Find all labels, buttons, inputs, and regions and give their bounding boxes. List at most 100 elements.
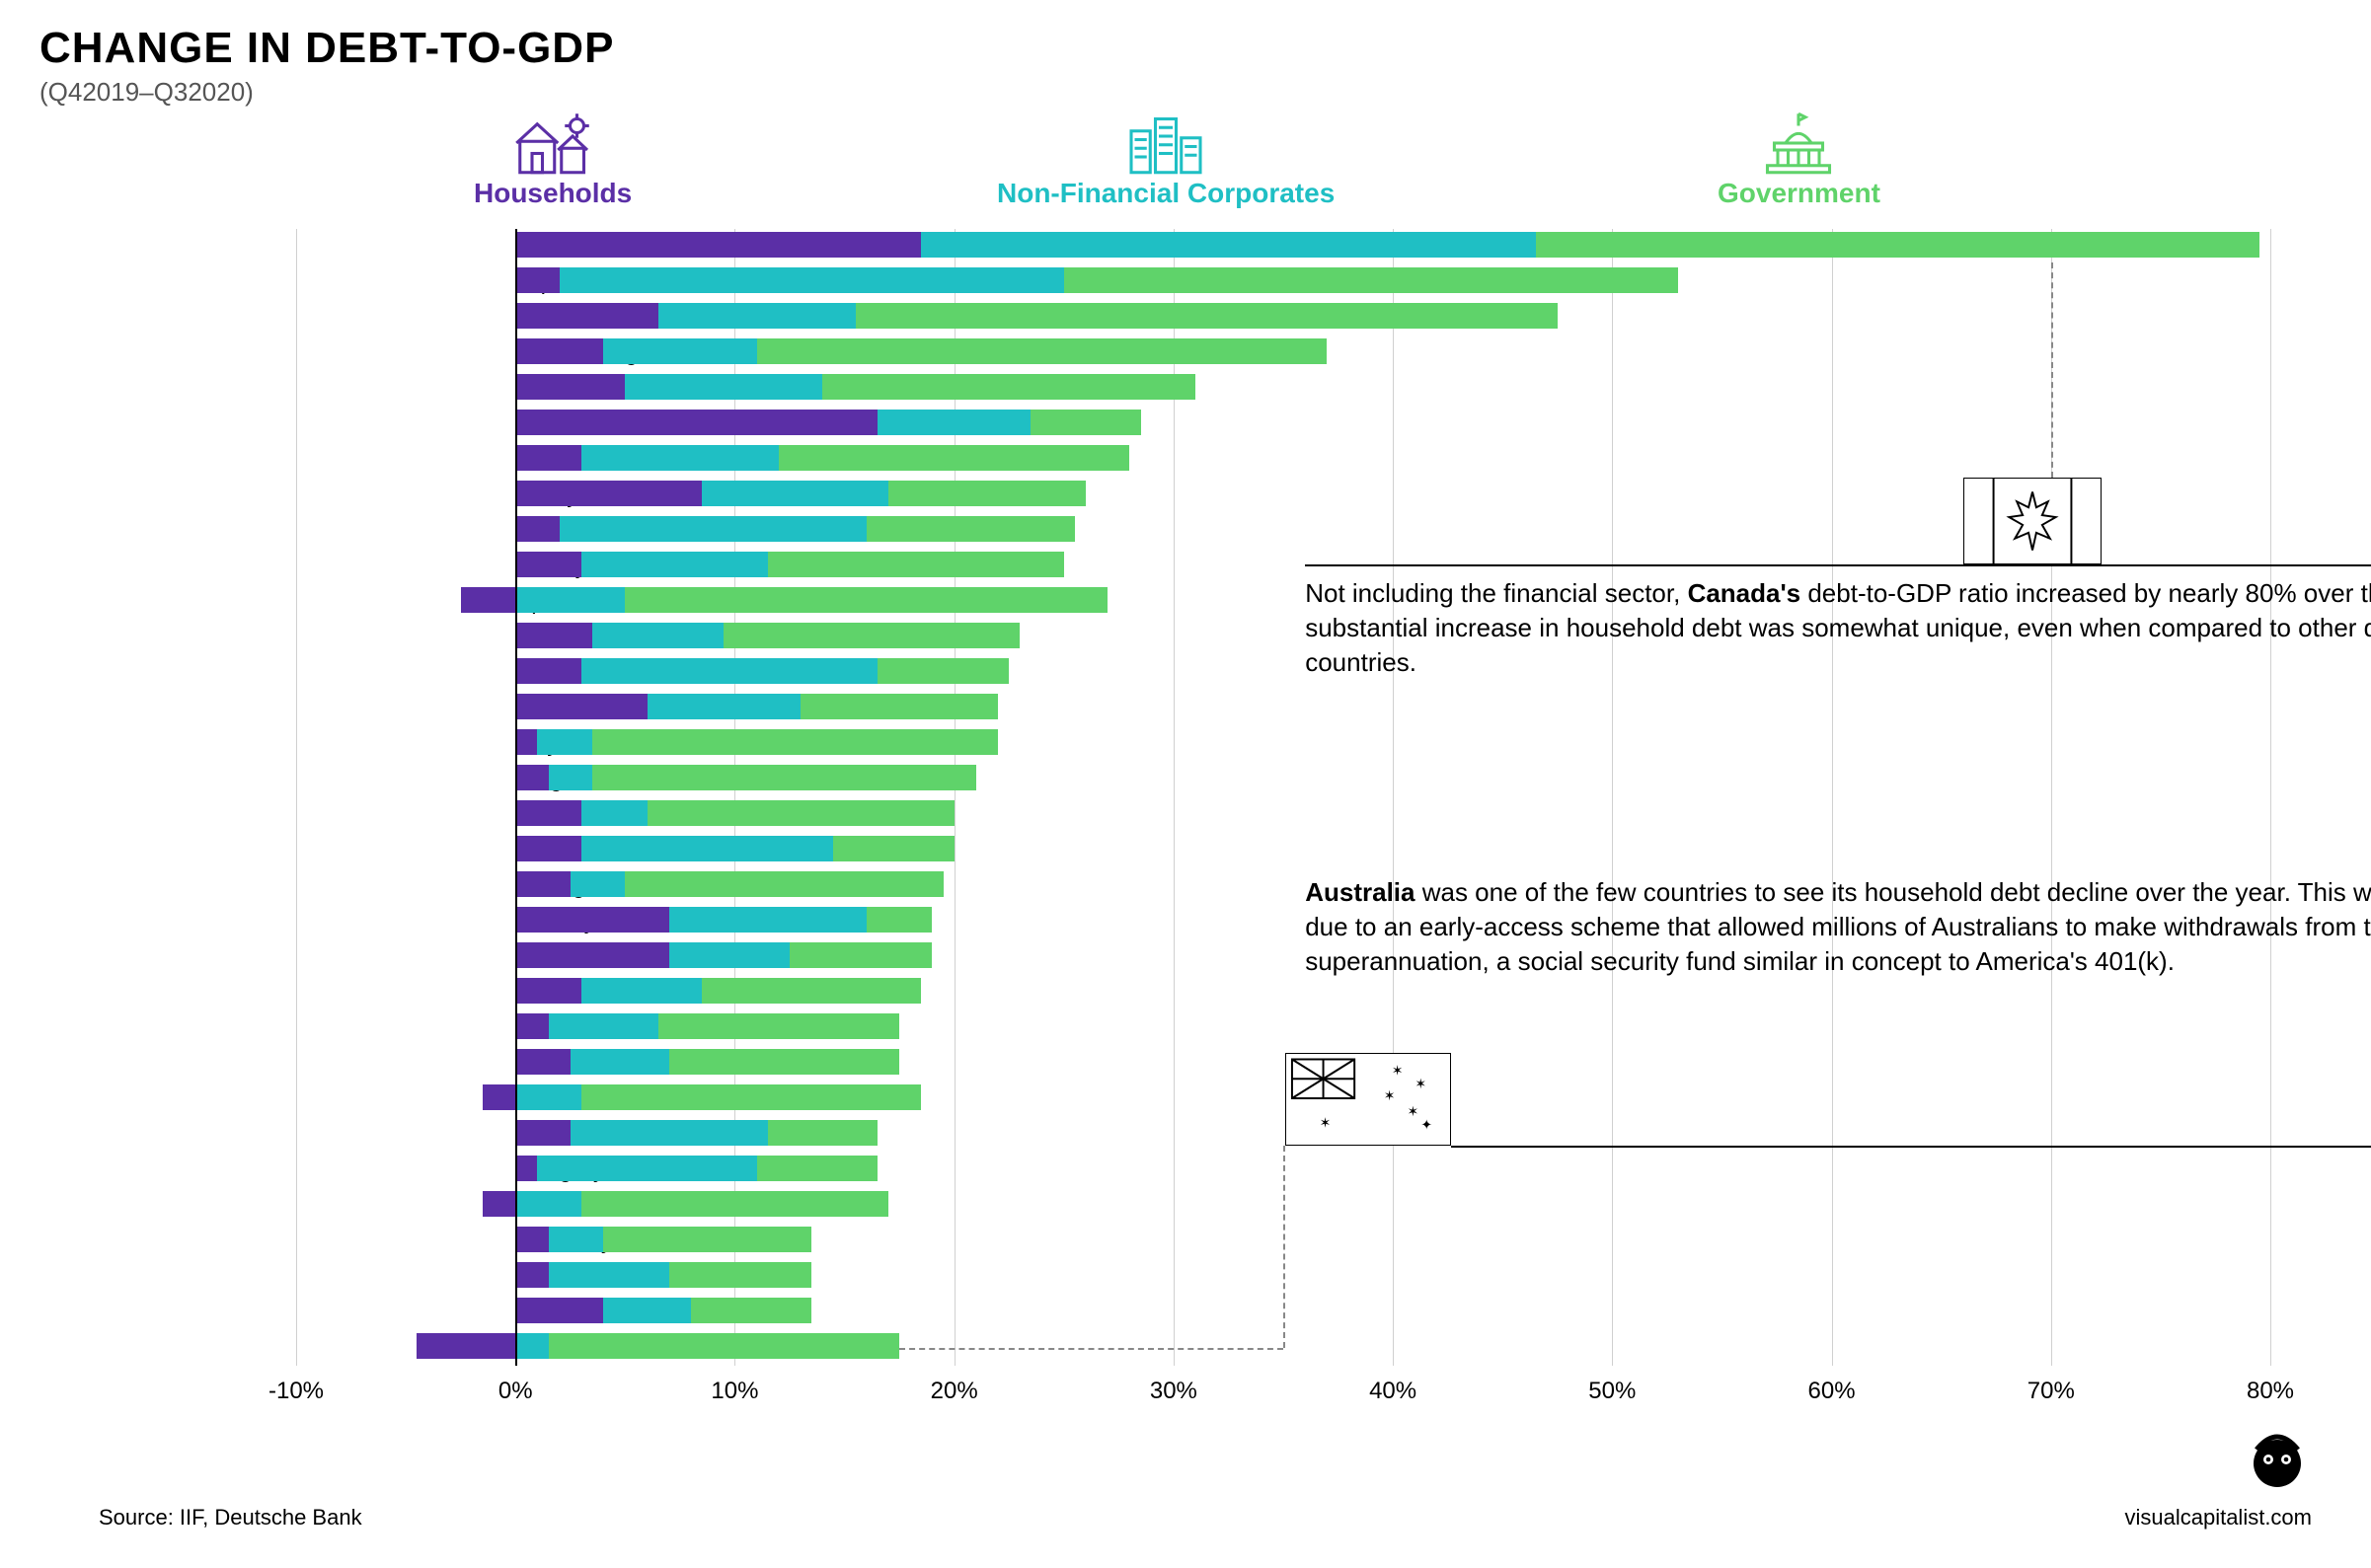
bar-government — [549, 1333, 900, 1359]
bar-nfc — [571, 1120, 768, 1146]
vc-logo-icon — [2243, 1430, 2312, 1489]
bar-households — [515, 1227, 548, 1252]
building-icon — [1121, 109, 1210, 178]
x-tick-label: 10% — [711, 1378, 758, 1405]
bar-nfc — [702, 481, 888, 506]
dashed-line — [1283, 1146, 1285, 1348]
bar-government — [581, 1084, 921, 1110]
dashed-line — [2051, 262, 2053, 478]
bar-government — [833, 836, 954, 861]
bar-households — [515, 516, 559, 542]
svg-text:✶: ✶ — [1415, 1076, 1426, 1091]
annotation-australia: Australia was one of the few countries t… — [1305, 875, 2371, 979]
bar-government — [669, 1049, 899, 1075]
x-tick-label: 0% — [498, 1378, 533, 1405]
bar-nfc — [560, 516, 867, 542]
bar-nfc — [592, 623, 724, 648]
chart-row: Canada — [296, 229, 2270, 264]
chart-row: Italy — [296, 726, 2270, 762]
bar-government — [790, 942, 932, 968]
legend-label: Government — [1718, 178, 1880, 209]
chart-row: United Kingdom — [296, 336, 2270, 371]
chart-row: India — [296, 1010, 2270, 1046]
chart-row: Chile — [296, 797, 2270, 833]
bar-nfc — [549, 1013, 658, 1039]
chart-row: Euro Area — [296, 442, 2270, 478]
bar-nfc — [603, 338, 757, 364]
bar-households — [515, 765, 548, 790]
x-axis: -10%0%10%20%30%40%50%60%70%80% — [296, 1378, 2270, 1417]
bar-nfc — [581, 552, 768, 577]
bar-households — [515, 1298, 603, 1323]
bar-nfc — [878, 410, 1032, 435]
bar-government — [1064, 267, 1678, 293]
bar-households — [483, 1084, 515, 1110]
bar-government — [592, 765, 976, 790]
bar-households — [515, 303, 657, 329]
bar-nfc — [515, 1084, 581, 1110]
bar-households — [515, 836, 581, 861]
bar-government — [867, 907, 933, 933]
bar-nfc — [571, 871, 626, 897]
chart-row: Japan — [296, 264, 2270, 300]
svg-text:✶: ✶ — [1320, 1115, 1332, 1131]
bar-government — [625, 871, 943, 897]
bar-government — [757, 338, 1328, 364]
bar-nfc — [549, 1227, 604, 1252]
bar-government — [757, 1156, 878, 1181]
bar-government — [822, 374, 1195, 400]
bar-households — [515, 942, 669, 968]
bar-households — [515, 907, 669, 933]
bar-nfc — [537, 729, 592, 755]
source-text: Source: IIF, Deutsche Bank — [99, 1505, 362, 1531]
gridline — [2270, 229, 2271, 1366]
legend-households: Households — [474, 109, 632, 209]
bar-nfc — [515, 1191, 581, 1217]
bar-households — [461, 587, 516, 613]
bar-households — [515, 694, 647, 719]
x-tick-label: 80% — [2247, 1378, 2294, 1405]
x-tick-label: 50% — [1588, 1378, 1636, 1405]
bar-nfc — [515, 1333, 548, 1359]
bar-government — [648, 800, 955, 826]
bar-nfc — [658, 303, 856, 329]
legend-government: Government — [1718, 109, 1880, 209]
house-icon — [508, 109, 597, 178]
bar-government — [625, 587, 1108, 613]
chart-row: United Arab Emirates — [296, 833, 2270, 868]
chart-row: South Korea — [296, 691, 2270, 726]
bar-government — [1536, 232, 2259, 258]
bar-government — [603, 1227, 811, 1252]
bar-government — [691, 1298, 811, 1323]
bar-households — [515, 552, 581, 577]
bar-households — [515, 1120, 571, 1146]
svg-text:✶: ✶ — [1384, 1087, 1396, 1103]
bar-nfc — [515, 587, 625, 613]
bar-nfc — [549, 765, 592, 790]
bar-government — [1031, 410, 1140, 435]
bar-nfc — [581, 978, 702, 1004]
bar-government — [724, 623, 1020, 648]
bar-households — [515, 1156, 537, 1181]
legend-label: Non-Financial Corporates — [997, 178, 1335, 209]
bar-households — [515, 267, 559, 293]
bar-government — [581, 1191, 888, 1217]
chart-subtitle: (Q42019–Q32020) — [39, 77, 254, 108]
site-credit: visualcapitalist.com — [2124, 1505, 2312, 1531]
bar-nfc — [625, 374, 822, 400]
bar-households — [515, 800, 581, 826]
bar-households — [515, 374, 625, 400]
bar-households — [515, 871, 571, 897]
x-tick-label: 40% — [1369, 1378, 1416, 1405]
chart-row: China — [296, 371, 2270, 407]
bar-government — [867, 516, 1075, 542]
bar-nfc — [603, 1298, 691, 1323]
legend-nfc: Non-Financial Corporates — [997, 109, 1335, 209]
bar-nfc — [669, 907, 867, 933]
bar-nfc — [549, 1262, 669, 1288]
annotation-canada: Not including the financial sector, Cana… — [1305, 576, 2371, 680]
bar-households — [515, 623, 592, 648]
bar-government — [801, 694, 998, 719]
bar-government — [768, 1120, 878, 1146]
chart-row: South Africa — [296, 975, 2270, 1010]
